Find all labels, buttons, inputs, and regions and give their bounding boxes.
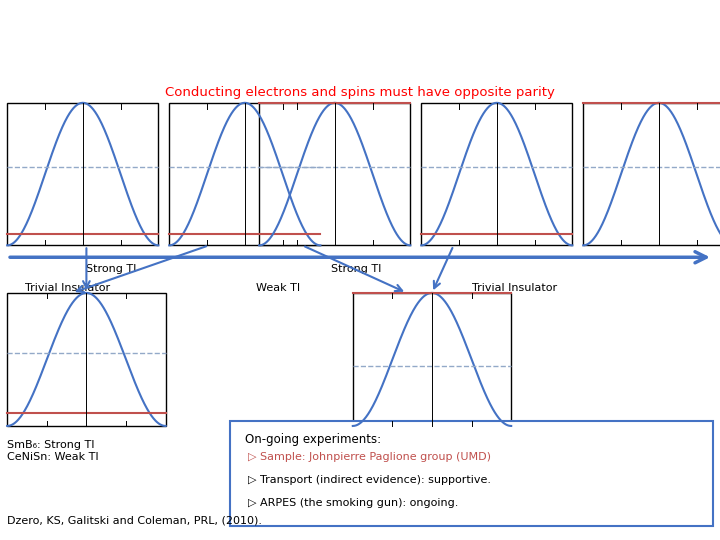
Text: Weak TI: Weak TI [256, 284, 300, 293]
Text: SmB₆: Strong TI
CeNiSn: Weak TI: SmB₆: Strong TI CeNiSn: Weak TI [7, 440, 99, 462]
Text: Strong TI: Strong TI [86, 265, 137, 274]
FancyBboxPatch shape [7, 293, 166, 426]
FancyBboxPatch shape [353, 293, 511, 426]
FancyBboxPatch shape [7, 103, 158, 245]
Text: ▷ Sample: Johnpierre Paglione group (UMD): ▷ Sample: Johnpierre Paglione group (UMD… [248, 452, 492, 462]
FancyBboxPatch shape [169, 103, 320, 245]
Text: Dzero, KS, Galitski and Coleman, PRL, (2010).: Dzero, KS, Galitski and Coleman, PRL, (2… [7, 516, 262, 526]
FancyBboxPatch shape [230, 421, 713, 526]
Text: Strong TI: Strong TI [331, 265, 382, 274]
Text: Topological Kondo Insulators: TI from Kondo couplings: Topological Kondo Insulators: TI from Ko… [14, 22, 615, 43]
Text: Trivial Insulator: Trivial Insulator [472, 284, 557, 293]
Text: On-going experiments:: On-going experiments: [245, 433, 381, 446]
FancyBboxPatch shape [421, 103, 572, 245]
Text: Conducting electrons and spins must have opposite parity: Conducting electrons and spins must have… [165, 86, 555, 99]
FancyBboxPatch shape [583, 103, 720, 245]
Text: ▷ ARPES (the smoking gun): ongoing.: ▷ ARPES (the smoking gun): ongoing. [248, 498, 459, 508]
Text: ▷ Transport (indirect evidence): supportive.: ▷ Transport (indirect evidence): support… [248, 475, 492, 485]
FancyBboxPatch shape [259, 103, 410, 245]
Text: Trivial Insulator: Trivial Insulator [25, 284, 110, 293]
